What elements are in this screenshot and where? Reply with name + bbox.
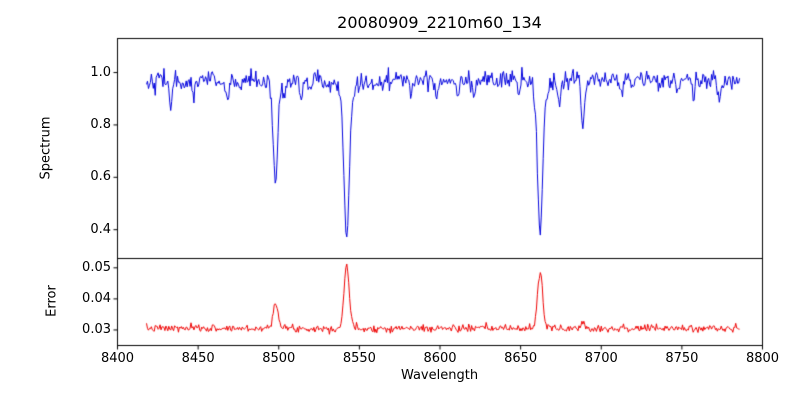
y-tick-label: 0.6 <box>90 169 111 185</box>
y-tick-label: 0.03 <box>82 321 111 337</box>
x-tick-label: 8550 <box>342 351 376 366</box>
x-tick-label: 8450 <box>181 351 215 366</box>
x-tick-label: 8650 <box>504 351 538 366</box>
error-y-axis-label: Error <box>44 285 60 317</box>
chart-title: 20080909_2210m60_134 <box>337 13 542 32</box>
y-tick-label: 0.05 <box>82 259 111 275</box>
y-tick-label: 0.4 <box>90 221 111 237</box>
spectrum-y-axis-label: Spectrum <box>38 116 54 180</box>
x-tick-label: 8600 <box>423 351 457 366</box>
y-tick-label: 0.8 <box>90 116 111 132</box>
x-tick-label: 8750 <box>665 351 699 366</box>
x-tick-label: 8800 <box>745 351 780 366</box>
x-tick-label: 8500 <box>262 351 296 366</box>
wavelength-x-axis-label: Wavelength <box>400 368 479 383</box>
y-tick-label: 1.0 <box>90 64 111 80</box>
x-tick-label: 8400 <box>100 351 135 366</box>
y-tick-label: 0.04 <box>82 290 111 306</box>
x-tick-label: 8700 <box>584 351 618 366</box>
